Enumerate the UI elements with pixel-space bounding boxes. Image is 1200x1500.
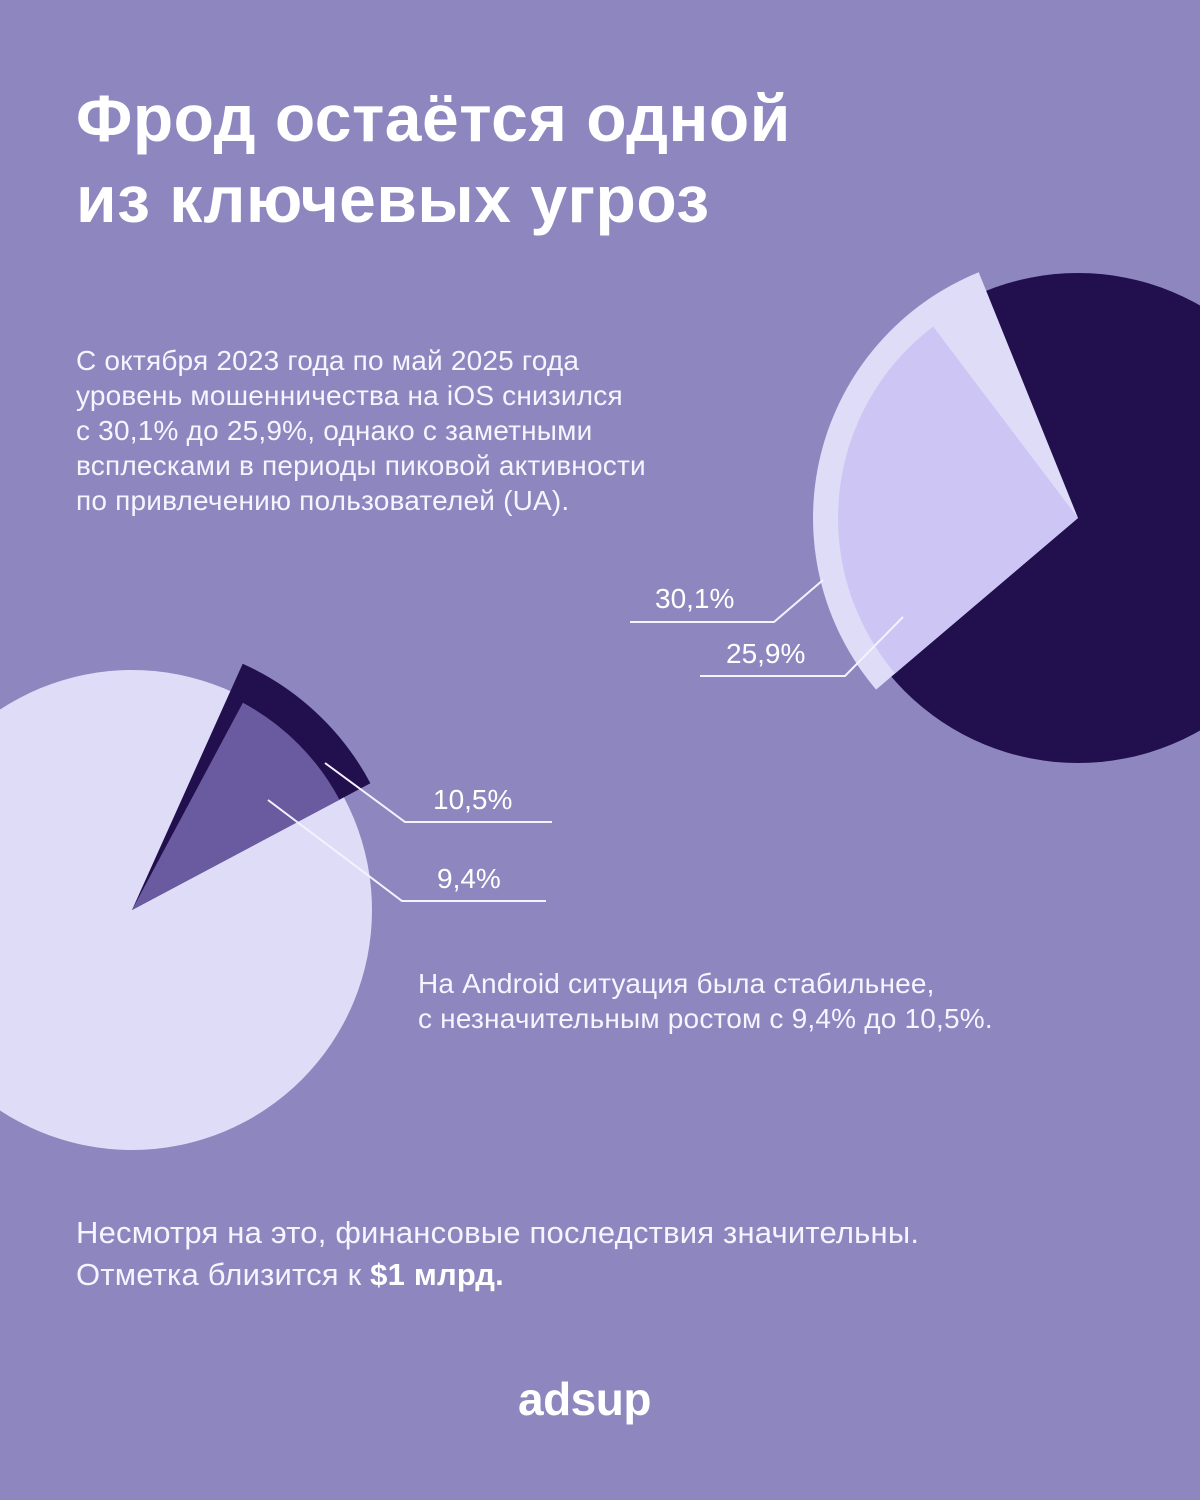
footer-summary: Несмотря на это, финансовые последствия … xyxy=(76,1212,919,1296)
page-title: Фрод остаётся одной из ключевых угроз xyxy=(76,78,791,239)
footer-line-1: Несмотря на это, финансовые последствия … xyxy=(76,1215,920,1250)
leader-line-25-9 xyxy=(700,616,904,677)
title-line-2: из ключевых угроз xyxy=(76,161,710,236)
ios-pie-chart xyxy=(813,272,1200,763)
label-10-5: 10,5% xyxy=(433,784,512,815)
footer-line-2: Отметка близится к $1 млрд. xyxy=(76,1254,919,1296)
ios-text-line: по привлечению пользователей (UA). xyxy=(76,485,570,516)
android-labels xyxy=(267,762,552,902)
android-text-line: На Android ситуация была стабильнее, xyxy=(418,968,935,999)
android-text-line: с незначительным ростом с 9,4% до 10,5%. xyxy=(418,1003,993,1034)
android-description: На Android ситуация была стабильнее, с н… xyxy=(418,966,993,1036)
label-9-4: 9,4% xyxy=(437,863,501,894)
android-wedge-9-4 xyxy=(132,702,340,910)
footer-prefix: Отметка близится к xyxy=(76,1257,371,1292)
leader-line-9-4 xyxy=(267,799,546,902)
ios-text-line: С октября 2023 года по май 2025 года xyxy=(76,345,580,376)
ios-wedge-25-9 xyxy=(837,326,1078,674)
label-25-9: 25,9% xyxy=(726,638,805,669)
leader-line-30-1 xyxy=(630,579,824,623)
leader-line-10-5 xyxy=(324,762,552,823)
label-30-1: 30,1% xyxy=(655,583,734,614)
footer-highlight-amount: $1 млрд. xyxy=(370,1257,504,1292)
ios-labels xyxy=(630,579,904,677)
ios-text-line: с 30,1% до 25,9%, однако с заметными xyxy=(76,415,593,446)
ios-description: С октября 2023 года по май 2025 года уро… xyxy=(76,343,646,518)
adsup-logo: adsup xyxy=(518,1373,651,1425)
title-line-1: Фрод остаётся одной xyxy=(76,81,791,155)
android-pie-chart xyxy=(0,663,372,1150)
ios-text-line: уровень мошенничества на iOS снизился xyxy=(76,380,623,411)
ios-text-line: всплесками в периоды пиковой активности xyxy=(76,450,646,481)
